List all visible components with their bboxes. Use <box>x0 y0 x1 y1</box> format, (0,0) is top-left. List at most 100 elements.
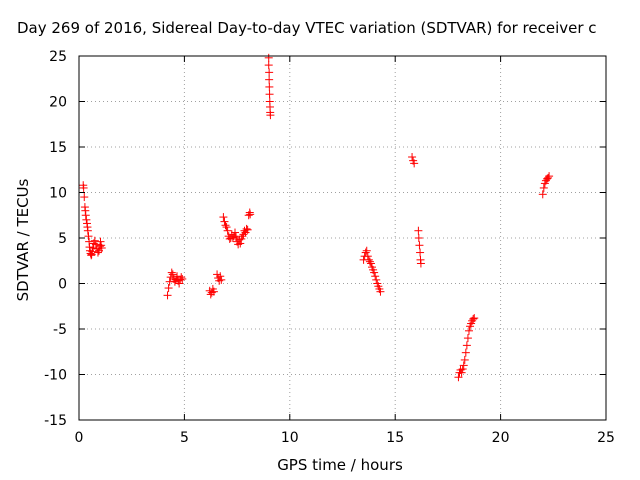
data-point <box>372 275 381 284</box>
data-point <box>416 248 425 257</box>
data-point <box>168 270 177 279</box>
x-tick-label: 0 <box>75 430 84 446</box>
data-point <box>538 190 547 199</box>
data-point <box>216 272 225 281</box>
data-point <box>408 153 417 162</box>
data-point <box>178 274 187 283</box>
data-point <box>361 248 370 257</box>
data-point <box>371 272 380 281</box>
y-tick-label: 10 <box>49 186 67 202</box>
data-point <box>164 284 173 293</box>
data-point <box>83 226 92 235</box>
data-point <box>539 183 548 192</box>
data-point <box>362 246 371 255</box>
data-point <box>167 268 176 277</box>
x-tick-label: 25 <box>597 430 615 446</box>
data-point <box>454 373 463 382</box>
data-point <box>236 239 245 248</box>
data-point <box>470 314 479 323</box>
data-point <box>86 249 95 258</box>
data-point <box>177 273 186 282</box>
data-point <box>410 159 419 168</box>
data-point <box>366 259 375 268</box>
data-point <box>96 237 105 246</box>
data-point <box>265 82 274 91</box>
data-point <box>265 68 274 77</box>
data-point <box>217 275 226 284</box>
data-point <box>414 234 423 242</box>
data-point <box>463 334 472 343</box>
data-point <box>207 288 216 297</box>
data-point <box>364 255 373 264</box>
data-point <box>365 257 374 266</box>
data-point <box>215 276 224 285</box>
data-point <box>91 240 100 249</box>
data-point <box>266 111 275 120</box>
chart-title: Day 269 of 2016, Sidereal Day-to-day VTE… <box>17 19 597 37</box>
data-point <box>545 172 554 181</box>
grid-lines <box>79 56 606 420</box>
x-tick-label: 10 <box>281 430 299 446</box>
y-tick-label: 5 <box>58 231 67 247</box>
data-point <box>234 240 243 249</box>
data-point <box>462 341 471 350</box>
data-point <box>88 247 97 256</box>
y-tick-label: 25 <box>49 49 67 65</box>
y-tick-label: 20 <box>49 95 67 111</box>
data-point <box>265 90 274 99</box>
data-point <box>90 236 99 245</box>
data-point <box>81 211 90 220</box>
data-point <box>458 365 467 374</box>
data-point <box>246 210 255 219</box>
y-tick-label: 15 <box>49 140 67 156</box>
data-point <box>219 213 228 222</box>
data-point <box>229 232 238 241</box>
data-point <box>220 217 229 226</box>
data-point <box>416 259 425 268</box>
data-point <box>222 223 231 232</box>
data-point <box>370 268 379 277</box>
data-point <box>175 279 184 288</box>
data-points <box>79 53 554 382</box>
x-tick-label: 15 <box>386 430 404 446</box>
data-point <box>243 225 252 234</box>
x-tick-label: 20 <box>492 430 510 446</box>
data-point <box>464 326 473 335</box>
data-point <box>265 75 274 84</box>
y-tick-label: -15 <box>44 413 67 429</box>
data-point <box>457 368 466 377</box>
data-point <box>376 287 385 296</box>
data-point <box>230 228 239 237</box>
data-point <box>163 291 172 300</box>
y-axis-label: SDTVAR / TECUs <box>14 178 32 302</box>
y-tick-label: 0 <box>58 277 67 293</box>
data-point <box>84 232 93 241</box>
data-point <box>544 173 553 182</box>
data-point <box>461 348 470 357</box>
y-tick-label: -10 <box>44 368 67 384</box>
data-point <box>93 248 102 257</box>
data-point <box>415 241 424 250</box>
y-tick-label: -5 <box>53 322 67 338</box>
axis-ticks: 0 5 10 15 20 25 -15 -10 -5 0 5 10 15 20 25 <box>44 49 615 446</box>
data-point <box>469 314 478 323</box>
data-point <box>264 61 273 70</box>
data-point <box>97 244 106 253</box>
x-axis-label: GPS time / hours <box>277 456 403 474</box>
data-point <box>459 361 468 370</box>
data-point <box>264 53 273 62</box>
plot-frame <box>78 55 607 421</box>
data-point <box>82 215 91 224</box>
x-tick-label: 5 <box>180 430 189 446</box>
data-point <box>79 183 88 192</box>
data-point <box>414 226 423 235</box>
data-point <box>209 287 218 296</box>
data-point <box>242 224 251 233</box>
data-point <box>223 226 232 235</box>
data-point <box>460 355 469 364</box>
data-point <box>363 252 372 261</box>
data-point <box>221 221 230 230</box>
data-point <box>80 193 89 202</box>
data-point <box>239 230 248 239</box>
